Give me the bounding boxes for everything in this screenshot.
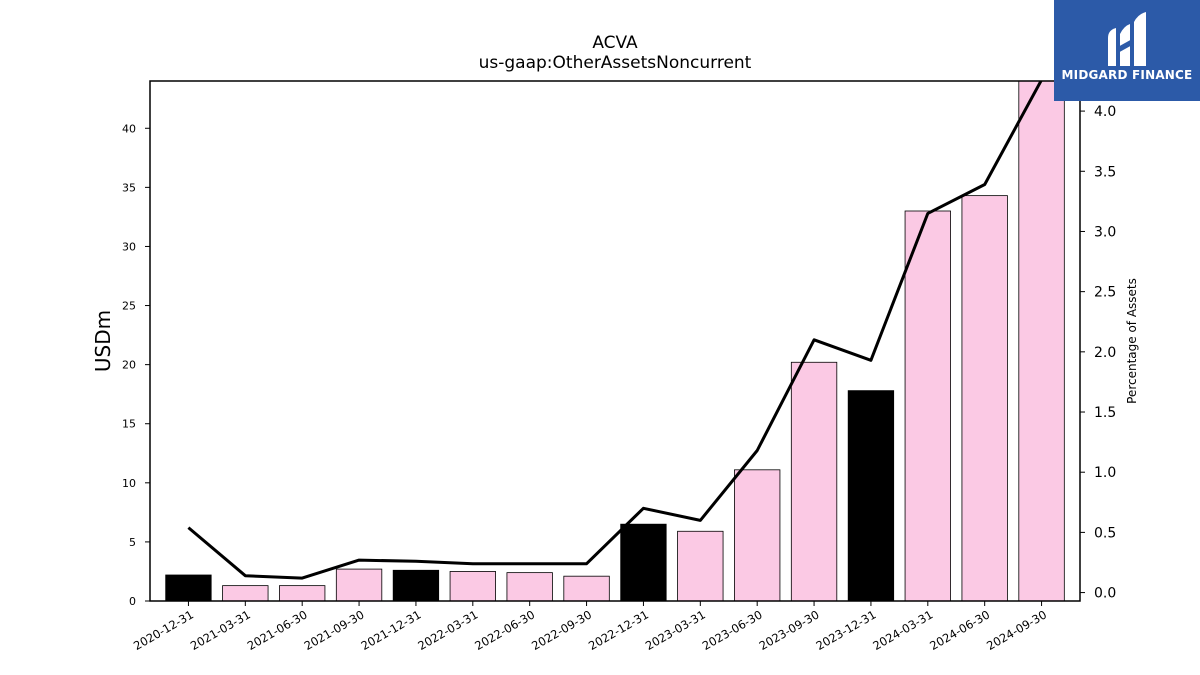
x-tick-label: 2021-09-30 xyxy=(302,607,367,653)
x-axis: 2020-12-312021-03-312021-06-302021-09-30… xyxy=(131,601,1049,653)
y-tick-label: 20 xyxy=(122,359,136,372)
x-tick-label: 2023-06-30 xyxy=(700,607,765,653)
x-tick-label: 2023-03-31 xyxy=(643,607,708,653)
x-tick-label: 2024-09-30 xyxy=(984,607,1049,653)
y2-axis-label: Percentage of Assets xyxy=(1125,278,1139,404)
bar-2024-03-31 xyxy=(904,210,951,601)
midgard-logo-icon xyxy=(1108,12,1146,66)
y-axis-label: USDm xyxy=(91,310,115,372)
bar-2023-12-31 xyxy=(847,390,895,601)
brand-name: MIDGARD FINANCE xyxy=(1061,68,1193,82)
brand-logo: MIDGARD FINANCE xyxy=(1054,0,1200,101)
bar-2024-09-30 xyxy=(1018,81,1065,601)
y2-tick-label: 0.5 xyxy=(1094,525,1116,541)
chart-subtitle: us-gaap:OtherAssetsNoncurrent xyxy=(479,53,752,73)
x-tick-label: 2024-06-30 xyxy=(927,607,992,653)
bar-2020-12-31 xyxy=(165,574,212,601)
y-tick-label: 35 xyxy=(122,181,136,194)
bar-2021-03-31 xyxy=(222,585,269,601)
y2-tick-label: 1.0 xyxy=(1094,465,1116,481)
y2-tick-label: 0.0 xyxy=(1094,586,1116,602)
bar-series xyxy=(165,81,1065,601)
y2-tick-label: 3.0 xyxy=(1094,224,1116,240)
y-tick-label: 40 xyxy=(122,122,136,135)
x-tick-label: 2022-06-30 xyxy=(472,607,537,653)
x-tick-label: 2023-09-30 xyxy=(757,607,822,653)
y2-tick-label: 2.5 xyxy=(1094,285,1116,301)
y-tick-label: 30 xyxy=(122,240,136,253)
bar-2022-09-30 xyxy=(563,575,610,601)
x-tick-label: 2023-12-31 xyxy=(814,607,879,653)
y2-tick-label: 1.5 xyxy=(1094,405,1116,421)
bar-2021-06-30 xyxy=(279,585,326,601)
x-tick-label: 2020-12-31 xyxy=(131,607,196,653)
x-tick-label: 2021-03-31 xyxy=(188,607,253,653)
x-tick-label: 2022-09-30 xyxy=(529,607,594,653)
y2-tick-label: 3.5 xyxy=(1094,164,1116,180)
y-tick-label: 5 xyxy=(129,536,136,549)
x-tick-label: 2022-03-31 xyxy=(415,607,480,653)
x-tick-label: 2024-03-31 xyxy=(870,607,935,653)
bar-2022-12-31 xyxy=(620,523,667,601)
bar-2021-12-31 xyxy=(392,569,440,601)
bar-2023-03-31 xyxy=(677,530,724,601)
x-tick-label: 2021-06-30 xyxy=(245,607,310,653)
y2-tick-label: 4.0 xyxy=(1094,104,1116,120)
y2-tick-label: 2.0 xyxy=(1094,345,1116,361)
y-tick-label: 25 xyxy=(122,300,136,313)
bar-2023-09-30 xyxy=(790,361,838,601)
y-tick-label: 0 xyxy=(129,595,136,608)
percentage-line xyxy=(187,81,1043,580)
bar-2021-09-30 xyxy=(335,568,383,601)
left-y-axis: 0 5 10 15 20 25 30 35 40 xyxy=(122,122,150,608)
chart-title: ACVA xyxy=(592,33,638,53)
bar-2022-03-31 xyxy=(449,571,496,601)
bar-2023-06-30 xyxy=(734,469,781,601)
x-tick-label: 2022-12-31 xyxy=(586,607,651,653)
x-tick-label: 2021-12-31 xyxy=(359,607,424,653)
bar-2022-06-30 xyxy=(506,572,553,601)
y-tick-label: 10 xyxy=(122,477,136,490)
y-tick-label: 15 xyxy=(122,418,136,431)
right-y-axis: 0.0 0.5 1.0 1.5 2.0 2.5 3.0 3.5 4.0 xyxy=(1080,104,1116,602)
plot-frame xyxy=(149,80,1081,602)
bar-2024-06-30 xyxy=(961,195,1008,601)
line-series xyxy=(187,81,1043,580)
